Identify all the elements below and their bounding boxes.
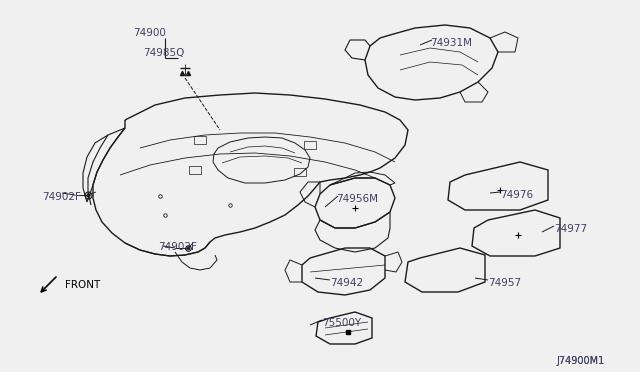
Text: 74985Q: 74985Q [143,48,184,58]
Text: 75500Y: 75500Y [322,318,361,328]
Text: 74957: 74957 [488,278,521,288]
Text: J74900M1: J74900M1 [556,356,604,366]
Text: 74976: 74976 [500,190,533,200]
Text: 74977: 74977 [554,224,587,234]
Text: 74900: 74900 [133,28,166,38]
Text: 74956M: 74956M [336,194,378,204]
Text: FRONT: FRONT [65,280,100,290]
Text: 74902F: 74902F [42,192,81,202]
Text: 74931M: 74931M [430,38,472,48]
Text: 74942: 74942 [330,278,363,288]
Text: J74900M1: J74900M1 [556,356,604,366]
Text: 74902F: 74902F [158,242,197,252]
